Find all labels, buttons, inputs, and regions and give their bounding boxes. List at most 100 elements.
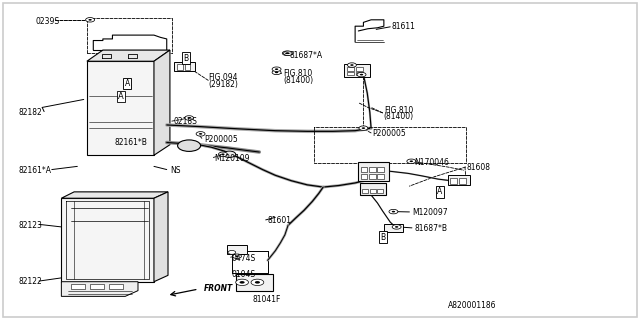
Text: B: B [380, 233, 385, 242]
Circle shape [392, 225, 401, 229]
Circle shape [286, 52, 290, 54]
Polygon shape [154, 192, 168, 282]
Text: 81608: 81608 [467, 163, 491, 172]
Text: 82123: 82123 [19, 221, 42, 230]
Bar [358, 162, 389, 181]
Circle shape [236, 255, 239, 257]
Bar [109, 284, 124, 289]
Text: FIG.810: FIG.810 [384, 106, 413, 115]
Text: M120097: M120097 [413, 208, 448, 217]
Circle shape [236, 279, 248, 285]
Polygon shape [154, 50, 170, 155]
Text: P200005: P200005 [372, 129, 406, 138]
Circle shape [359, 126, 368, 130]
Bar [378, 167, 384, 172]
Text: A: A [118, 92, 124, 101]
Bar [71, 284, 85, 289]
Text: 0239S: 0239S [36, 17, 60, 26]
Circle shape [284, 51, 292, 55]
Polygon shape [61, 198, 154, 282]
Circle shape [407, 159, 416, 164]
Circle shape [410, 160, 413, 162]
Circle shape [177, 140, 200, 151]
Circle shape [348, 63, 356, 67]
Bar [90, 284, 104, 289]
Circle shape [282, 51, 291, 55]
Circle shape [251, 279, 264, 285]
Text: FIG.094: FIG.094 [208, 73, 237, 82]
Bar [356, 72, 363, 75]
Circle shape [188, 117, 191, 119]
Bar [378, 189, 383, 194]
Text: 82122: 82122 [19, 277, 42, 286]
Text: N170046: N170046 [415, 158, 449, 167]
Bar [347, 67, 354, 71]
Text: 0104S: 0104S [232, 270, 256, 279]
Bar [361, 174, 367, 179]
Text: 81611: 81611 [392, 22, 415, 31]
Bar [361, 167, 367, 172]
Bar [369, 174, 376, 179]
Circle shape [232, 254, 241, 259]
Text: A820001186: A820001186 [448, 301, 496, 310]
Circle shape [228, 251, 236, 254]
Polygon shape [87, 61, 154, 155]
Text: 81601: 81601 [268, 216, 292, 225]
Bar [356, 67, 363, 71]
Text: M120109: M120109 [214, 154, 250, 163]
Circle shape [272, 67, 281, 71]
Bar [369, 167, 376, 172]
Circle shape [389, 209, 398, 214]
Circle shape [199, 133, 202, 135]
Polygon shape [61, 192, 168, 198]
Circle shape [275, 68, 278, 70]
Text: 82161*A: 82161*A [19, 166, 52, 175]
Bar [177, 64, 182, 69]
Circle shape [357, 72, 366, 77]
Bar [448, 175, 470, 186]
Circle shape [184, 116, 193, 120]
Text: 81041F: 81041F [253, 295, 282, 304]
Circle shape [362, 127, 365, 129]
Bar [174, 62, 195, 71]
Text: 82182: 82182 [19, 108, 42, 117]
Bar [360, 183, 387, 195]
Polygon shape [87, 50, 170, 61]
Bar [451, 178, 457, 184]
Text: B: B [183, 53, 188, 62]
Bar [362, 189, 368, 194]
Bar [344, 64, 370, 76]
Text: 0218S: 0218S [173, 117, 197, 126]
Polygon shape [61, 282, 138, 296]
Circle shape [239, 281, 244, 284]
Bar [227, 245, 246, 254]
Circle shape [218, 152, 227, 156]
Text: FIG.810: FIG.810 [283, 69, 312, 78]
Text: FRONT: FRONT [204, 284, 233, 293]
Text: (29182): (29182) [208, 80, 238, 89]
Circle shape [255, 281, 260, 284]
Circle shape [392, 211, 395, 212]
Bar [460, 178, 466, 184]
Circle shape [395, 226, 398, 228]
Text: A: A [125, 79, 130, 88]
Circle shape [275, 72, 278, 73]
Text: 82161*B: 82161*B [115, 138, 147, 147]
Circle shape [86, 18, 95, 22]
Text: (81400): (81400) [384, 113, 414, 122]
Text: 81687*A: 81687*A [289, 51, 323, 60]
Circle shape [350, 64, 354, 66]
Circle shape [223, 151, 236, 157]
Circle shape [272, 70, 281, 75]
Circle shape [221, 153, 225, 155]
Circle shape [360, 74, 364, 76]
Bar [378, 174, 384, 179]
Bar [236, 274, 273, 291]
Text: NS: NS [170, 166, 180, 175]
Text: P200005: P200005 [204, 135, 237, 144]
Circle shape [196, 132, 205, 136]
Text: A: A [437, 188, 443, 196]
Text: 0474S: 0474S [232, 254, 256, 263]
Bar [347, 72, 354, 75]
Bar [384, 224, 403, 232]
